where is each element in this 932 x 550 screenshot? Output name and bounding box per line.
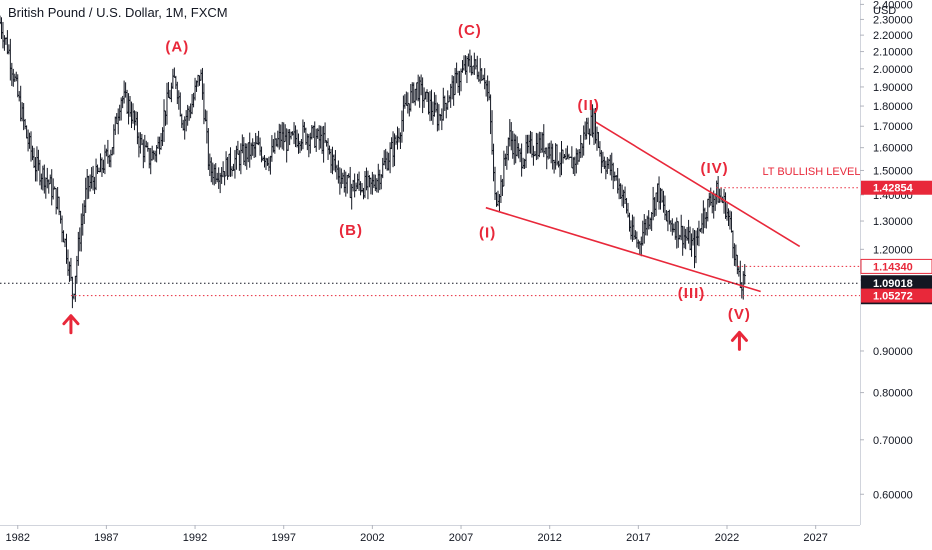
- wave-label: (B): [339, 222, 363, 239]
- price-tag: [861, 288, 932, 303]
- trendline-0: [595, 121, 801, 248]
- price-tick-label: 1.20000: [873, 244, 913, 256]
- wave-label: (IV): [701, 160, 729, 177]
- price-tick-label: 1.50000: [873, 165, 913, 177]
- up-arrow-icon: [730, 330, 748, 351]
- time-tick-label: 1992: [183, 532, 207, 544]
- price-tick-label: 0.80000: [873, 388, 913, 400]
- time-tick-label: 1987: [94, 532, 118, 544]
- price-tick-label: 2.20000: [873, 30, 913, 42]
- price-tick-label: 1.60000: [873, 143, 913, 155]
- price-tick-label: 1.30000: [873, 216, 913, 228]
- chart-title: British Pound / U.S. Dollar, 1M, FXCM: [8, 5, 228, 20]
- price-tag: [860, 258, 932, 274]
- price-tick-label: 2.10000: [873, 47, 913, 59]
- price-tick-label: 2.00000: [873, 64, 913, 76]
- wave-labels: (A) (B) (C) (I) (II) (III) (IV) (V) LT BULLISH L…: [165, 22, 860, 323]
- price-tick-label: 2.30000: [873, 14, 913, 26]
- price-axis[interactable]: 2.40000 2.30000 2.20000 2.10000 2.00000 1.900…: [860, 0, 913, 501]
- trendline-1: [485, 206, 761, 293]
- price-tag-label: 1.14340: [873, 261, 913, 273]
- price-tick-label: 1.90000: [873, 82, 913, 94]
- wave-label: (II): [578, 97, 600, 114]
- time-tick-label: 1997: [271, 532, 295, 544]
- lt-bullish-level-label: LT BULLISH LEVEL: [762, 166, 860, 178]
- price-axis-unit: USD: [873, 5, 896, 17]
- time-tick-label: 2012: [537, 532, 561, 544]
- wave-label: (A): [165, 39, 189, 56]
- wave-label: (V): [728, 306, 751, 323]
- wave-label: (I): [479, 225, 496, 242]
- price-tag-label: 1.42854: [873, 183, 914, 195]
- price-tick-label: 1.70000: [873, 121, 913, 133]
- price-series: [0, 15, 746, 309]
- trendlines: [485, 121, 801, 293]
- price-levels: [0, 187, 860, 297]
- price-tag-label: 1.05272: [873, 291, 913, 303]
- time-tick-label: 2007: [449, 532, 473, 544]
- time-tick-label: 2022: [715, 532, 739, 544]
- price-tick-label: 0.70000: [873, 435, 913, 447]
- time-tick-label: 1982: [5, 532, 29, 544]
- price-tick-label: 1.80000: [873, 101, 913, 113]
- time-axis[interactable]: 1982 1987 1992 1997 2002 2007 2012 2017 2022 2027: [5, 525, 828, 544]
- price-tick-label: 2.40000: [873, 0, 913, 11]
- price-tick-label: 0.90000: [873, 346, 913, 358]
- arrow-markers: [62, 314, 748, 351]
- wave-label: (III): [678, 285, 706, 302]
- time-tick-label: 2002: [360, 532, 384, 544]
- current-price-label: 1.09018: [873, 278, 913, 290]
- price-tick-label: 0.60000: [873, 489, 913, 501]
- price-tag: [861, 180, 932, 195]
- time-tick-label: 2017: [626, 532, 650, 544]
- time-tick-label: 2027: [803, 532, 827, 544]
- wave-label: (C): [458, 22, 482, 39]
- up-arrow-icon: [62, 314, 80, 335]
